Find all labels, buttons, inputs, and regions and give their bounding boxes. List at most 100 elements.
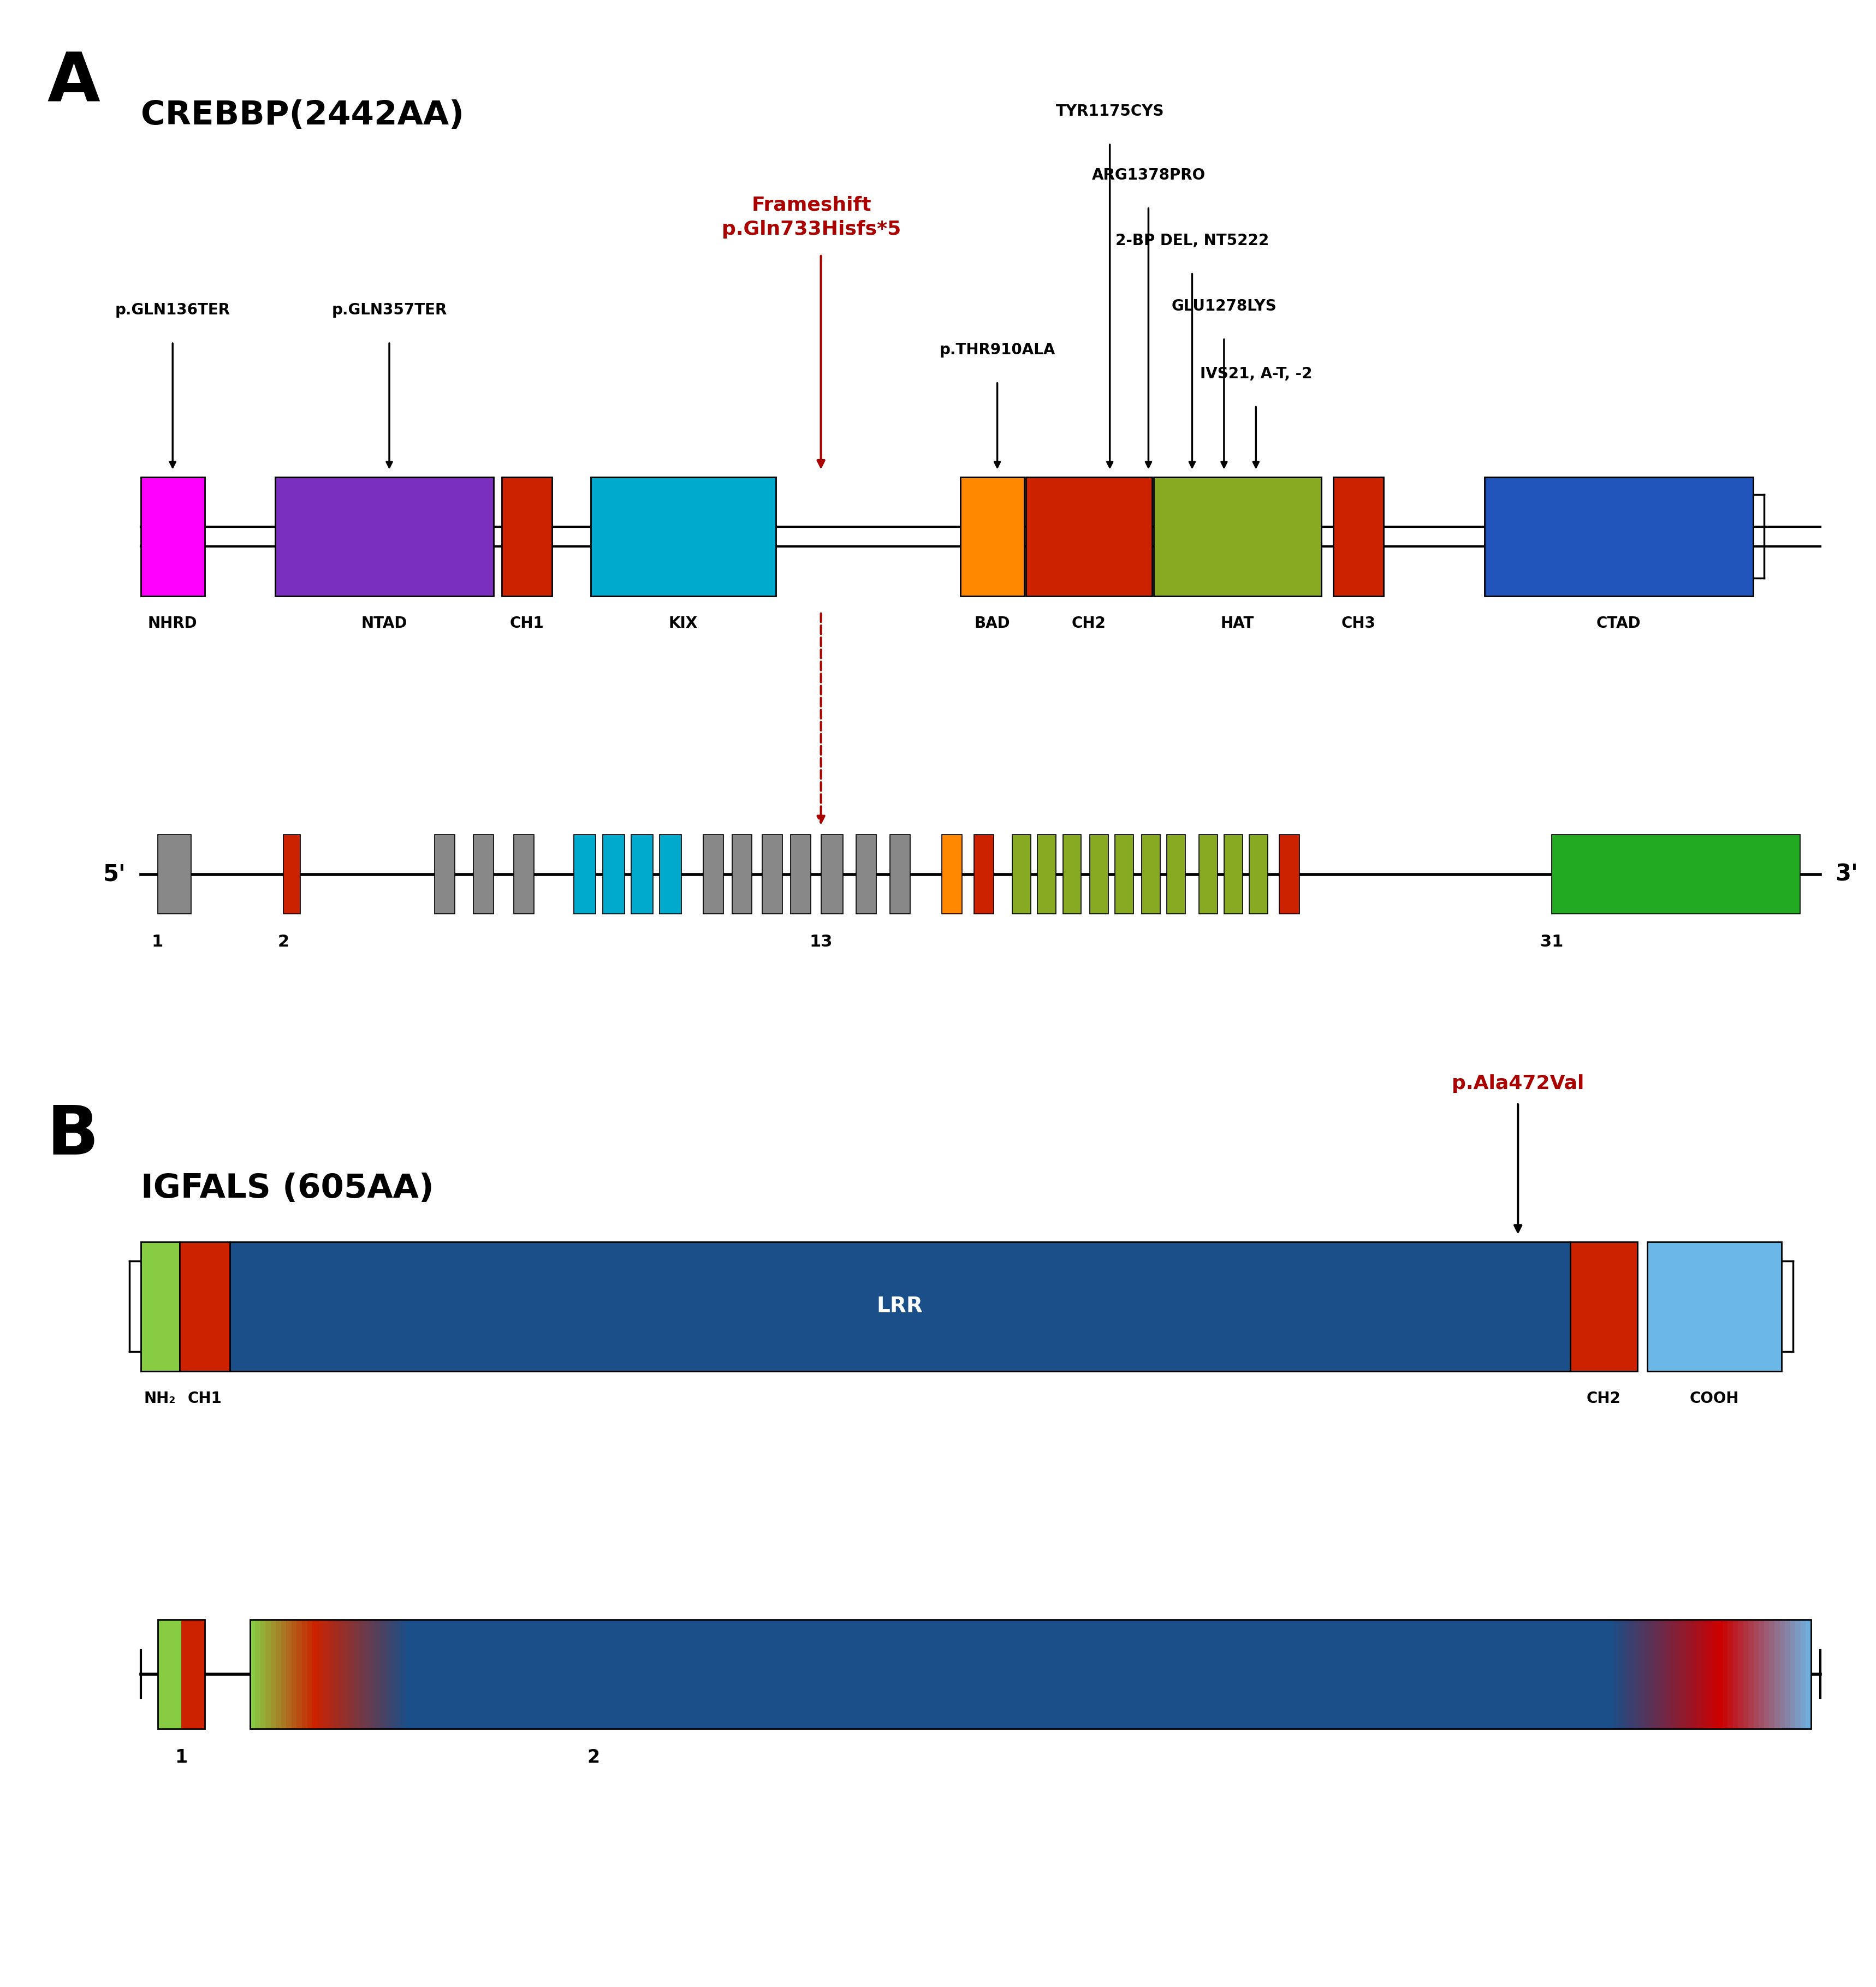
Bar xyxy=(1097,1619,1103,1729)
Bar xyxy=(655,1619,662,1729)
Bar xyxy=(557,1619,563,1729)
Bar xyxy=(1732,1619,1739,1729)
Text: CH1: CH1 xyxy=(510,616,544,632)
Bar xyxy=(681,1619,688,1729)
Bar xyxy=(229,1242,1570,1371)
Bar xyxy=(478,1619,484,1729)
Bar xyxy=(837,1619,844,1729)
Bar xyxy=(692,1619,698,1729)
Bar xyxy=(660,1619,666,1729)
Bar xyxy=(141,1242,180,1371)
Bar xyxy=(1088,1619,1094,1729)
Bar xyxy=(625,1619,630,1729)
Bar xyxy=(1551,835,1799,914)
Bar xyxy=(1009,1619,1015,1729)
Bar xyxy=(1066,1619,1073,1729)
Bar xyxy=(812,1619,818,1729)
Bar xyxy=(869,1619,874,1729)
Bar xyxy=(514,835,533,914)
Bar xyxy=(531,1619,537,1729)
Bar xyxy=(1144,1619,1150,1729)
Text: NH₂: NH₂ xyxy=(144,1391,176,1407)
Bar xyxy=(501,477,552,596)
Bar xyxy=(452,1619,460,1729)
Bar xyxy=(1702,1619,1707,1729)
Bar xyxy=(1227,1619,1234,1729)
Bar xyxy=(1664,1619,1672,1729)
Bar xyxy=(1300,1619,1308,1729)
Bar xyxy=(1015,1619,1021,1729)
Bar xyxy=(598,1619,604,1729)
Bar xyxy=(1024,1619,1032,1729)
Bar xyxy=(1199,835,1218,914)
Text: KIX: KIX xyxy=(668,616,698,632)
Bar xyxy=(962,1619,968,1729)
Bar xyxy=(1441,1619,1446,1729)
Bar xyxy=(1596,1619,1604,1729)
Bar xyxy=(942,835,962,914)
Bar xyxy=(732,835,752,914)
Bar xyxy=(416,1619,422,1729)
Text: COOH: COOH xyxy=(1688,1391,1739,1407)
Text: 3': 3' xyxy=(1835,862,1857,886)
Bar xyxy=(1628,1619,1634,1729)
Bar xyxy=(1150,1619,1156,1729)
Bar xyxy=(1279,1619,1285,1729)
Bar xyxy=(265,1619,272,1729)
Bar xyxy=(895,1619,900,1729)
Bar xyxy=(947,1619,953,1729)
Bar xyxy=(390,1619,396,1729)
Bar xyxy=(713,1619,719,1729)
Bar xyxy=(1180,1619,1188,1729)
Text: CREBBP(2442AA): CREBBP(2442AA) xyxy=(141,99,463,131)
Bar xyxy=(469,1619,475,1729)
Bar xyxy=(1358,1619,1364,1729)
Bar xyxy=(645,1619,651,1729)
Bar xyxy=(749,1619,756,1729)
Bar xyxy=(1311,1619,1317,1729)
Bar xyxy=(672,1619,677,1729)
Bar xyxy=(1484,477,1752,596)
Bar xyxy=(863,1619,870,1729)
Bar xyxy=(1675,1619,1681,1729)
Bar xyxy=(630,1619,636,1729)
Bar xyxy=(158,1619,204,1729)
Bar xyxy=(1109,1619,1114,1729)
Bar xyxy=(951,1619,959,1729)
Bar xyxy=(1092,1619,1099,1729)
Text: 2-BP DEL, NT5222: 2-BP DEL, NT5222 xyxy=(1114,232,1268,248)
Bar xyxy=(1643,1619,1651,1729)
Bar xyxy=(822,1619,827,1729)
Bar xyxy=(1431,1619,1437,1729)
Bar xyxy=(302,1619,308,1729)
Text: ARG1378PRO: ARG1378PRO xyxy=(1092,167,1204,183)
Text: BAD: BAD xyxy=(974,616,1009,632)
Bar xyxy=(942,1619,947,1729)
Bar xyxy=(1763,1619,1769,1729)
Bar xyxy=(437,1619,443,1729)
Bar xyxy=(704,835,724,914)
Bar xyxy=(1341,1619,1349,1729)
Bar xyxy=(1321,1619,1328,1729)
Bar xyxy=(859,1619,865,1729)
Text: CH3: CH3 xyxy=(1341,616,1375,632)
Bar xyxy=(311,1619,319,1729)
Bar xyxy=(358,1619,366,1729)
Bar xyxy=(180,1619,204,1729)
Bar xyxy=(842,1619,850,1729)
Bar xyxy=(936,1619,942,1729)
Bar xyxy=(792,1619,797,1729)
Bar xyxy=(1711,1619,1718,1729)
Bar xyxy=(889,835,910,914)
Bar xyxy=(1655,1619,1660,1729)
Text: CH2: CH2 xyxy=(1585,1391,1621,1407)
Bar xyxy=(1795,1619,1801,1729)
Bar xyxy=(1722,1619,1728,1729)
Bar xyxy=(1784,1619,1790,1729)
Bar xyxy=(1540,1619,1546,1729)
Bar xyxy=(1493,1619,1499,1729)
Bar xyxy=(411,1619,416,1729)
Text: 5': 5' xyxy=(103,862,126,886)
Bar xyxy=(1379,1619,1384,1729)
Bar xyxy=(760,1619,765,1729)
